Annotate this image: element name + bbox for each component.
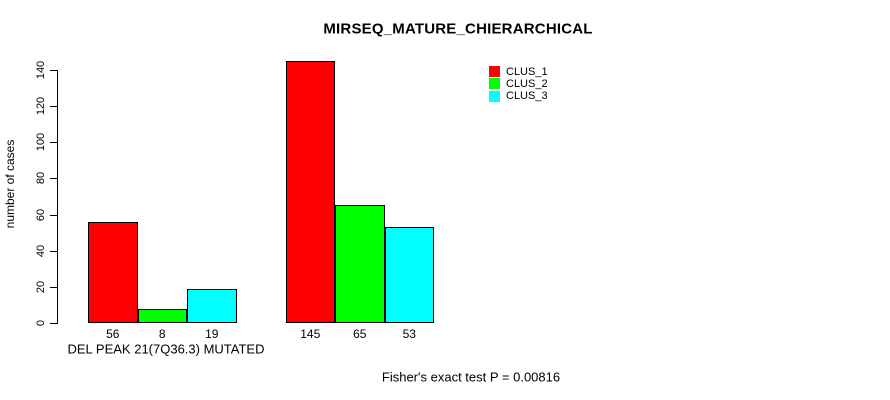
bar-value-label: 19: [205, 327, 219, 341]
x-group-label: DEL PEAK 21(7Q36.3) MUTATED: [67, 341, 265, 357]
bar-value-label: 145: [300, 327, 321, 341]
y-axis-tick: [50, 142, 57, 144]
y-axis-tick: [50, 214, 57, 216]
legend-swatch-clus_1: [489, 66, 500, 77]
legend-swatch-clus_3: [489, 90, 500, 102]
y-axis-tick-label: 140: [35, 60, 47, 80]
y-axis-tick-label: 120: [35, 96, 47, 116]
legend-item-label: CLUS_3: [506, 90, 548, 103]
y-axis-tick: [50, 323, 57, 324]
y-axis-tick: [50, 250, 57, 252]
y-axis-tick-label: 100: [35, 133, 47, 152]
y-axis-tick: [50, 106, 57, 108]
bar-value-label: 56: [106, 327, 120, 341]
y-axis-tick-label: 60: [35, 208, 47, 221]
y-axis-label: number of cases: [3, 139, 17, 229]
y-axis-tick-label: 20: [35, 280, 47, 293]
legend-swatch-clus_2: [489, 78, 500, 90]
bar-clus_2-group1: [137, 308, 187, 323]
y-axis-tick: [50, 178, 57, 180]
chart-title: MIRSEQ_MATURE_CHIERARCHICAL: [323, 20, 593, 38]
bar-value-label: 65: [353, 327, 367, 341]
legend-item-label: CLUS_1: [506, 65, 548, 78]
y-axis-tick: [50, 286, 57, 288]
y-axis-tick-label: 0: [35, 319, 47, 327]
y-axis-tick: [50, 69, 57, 71]
bar-clus_3-group1: [187, 288, 237, 323]
bar-value-label: 53: [402, 327, 416, 341]
y-axis-tick-label: 40: [35, 244, 47, 257]
y-axis-tick-label: 80: [35, 172, 47, 185]
legend-item: CLUS_2: [489, 78, 548, 90]
bar-clus_3-group2: [384, 227, 434, 323]
bar-clus_2-group2: [335, 205, 385, 323]
legend-item-label: CLUS_2: [506, 77, 548, 90]
annotation-text: Fisher's exact test P = 0.00816: [381, 369, 561, 385]
y-axis-line: [57, 69, 58, 324]
legend-item: CLUS_1: [489, 66, 548, 78]
bar-clus_1-group1: [88, 221, 138, 323]
legend-item: CLUS_3: [489, 90, 548, 102]
bar-value-label: 8: [158, 327, 166, 341]
bar-clus_1-group2: [285, 60, 335, 323]
